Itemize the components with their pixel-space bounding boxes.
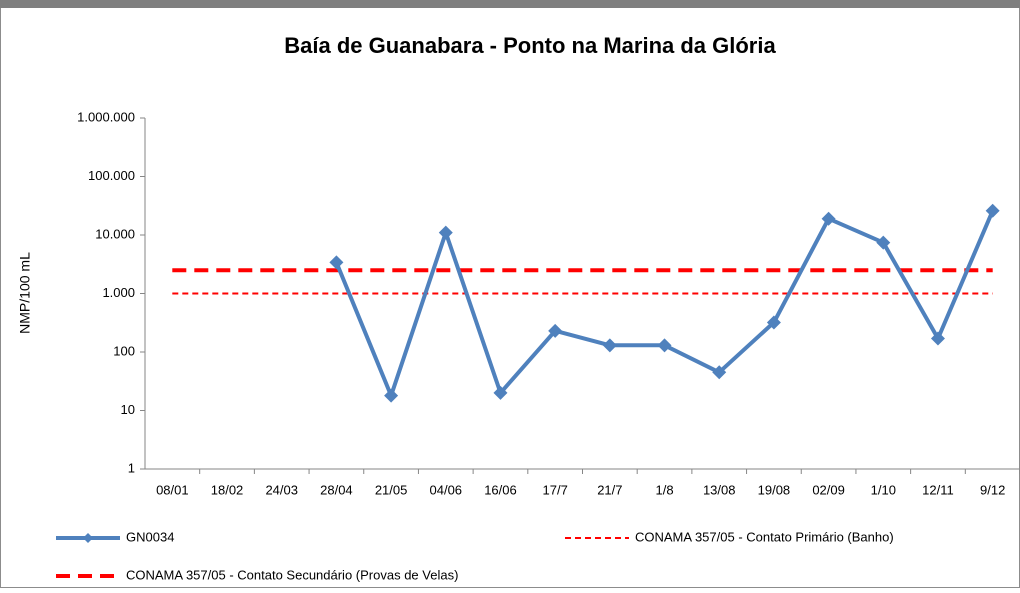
y-tick-label: 10 [121,402,135,417]
x-tick-label: 9/12 [980,482,1005,497]
x-tick-label: 1/8 [655,482,673,497]
y-tick-label: 100 [113,343,135,358]
legend-label: GN0034 [126,529,174,544]
data-point [985,203,1000,218]
legend-marker [83,533,93,543]
x-tick-label: 28/04 [320,482,353,497]
y-axis-label: NMP/100 mL [17,252,33,334]
x-tick-label: 19/08 [758,482,791,497]
x-tick-label: 1/10 [871,482,896,497]
x-tick-label: 21/7 [597,482,622,497]
data-point [766,315,781,330]
y-tick-label: 100.000 [88,168,135,183]
y-tick-label: 1.000 [102,285,135,300]
x-tick-label: 18/02 [211,482,244,497]
legend-label: CONAMA 357/05 - Contato Secundário (Prov… [126,567,458,582]
x-tick-label: 08/01 [156,482,189,497]
data-point [876,235,891,250]
chart-title: Baía de Guanabara - Ponto na Marina da G… [284,33,776,58]
data-point [821,211,836,226]
data-point [712,365,727,380]
data-point [548,323,563,338]
legend-label: CONAMA 357/05 - Contato Primário (Banho) [635,529,894,544]
x-tick-label: 04/06 [430,482,463,497]
data-point [493,385,508,400]
x-tick-label: 21/05 [375,482,408,497]
y-tick-label: 1 [128,460,135,475]
x-tick-label: 02/09 [812,482,845,497]
x-tick-label: 13/08 [703,482,736,497]
y-tick-label: 1.000.000 [77,109,135,124]
data-point [930,331,945,346]
x-tick-label: 16/06 [484,482,517,497]
x-tick-label: 24/03 [265,482,298,497]
y-tick-label: 10.000 [95,226,135,241]
data-point [438,225,453,240]
top-bar [0,0,1020,8]
data-point [602,338,617,353]
data-point [384,388,399,403]
x-tick-label: 17/7 [543,482,568,497]
data-point [329,255,344,270]
x-tick-label: 12/11 [922,482,954,497]
data-point [657,338,672,353]
